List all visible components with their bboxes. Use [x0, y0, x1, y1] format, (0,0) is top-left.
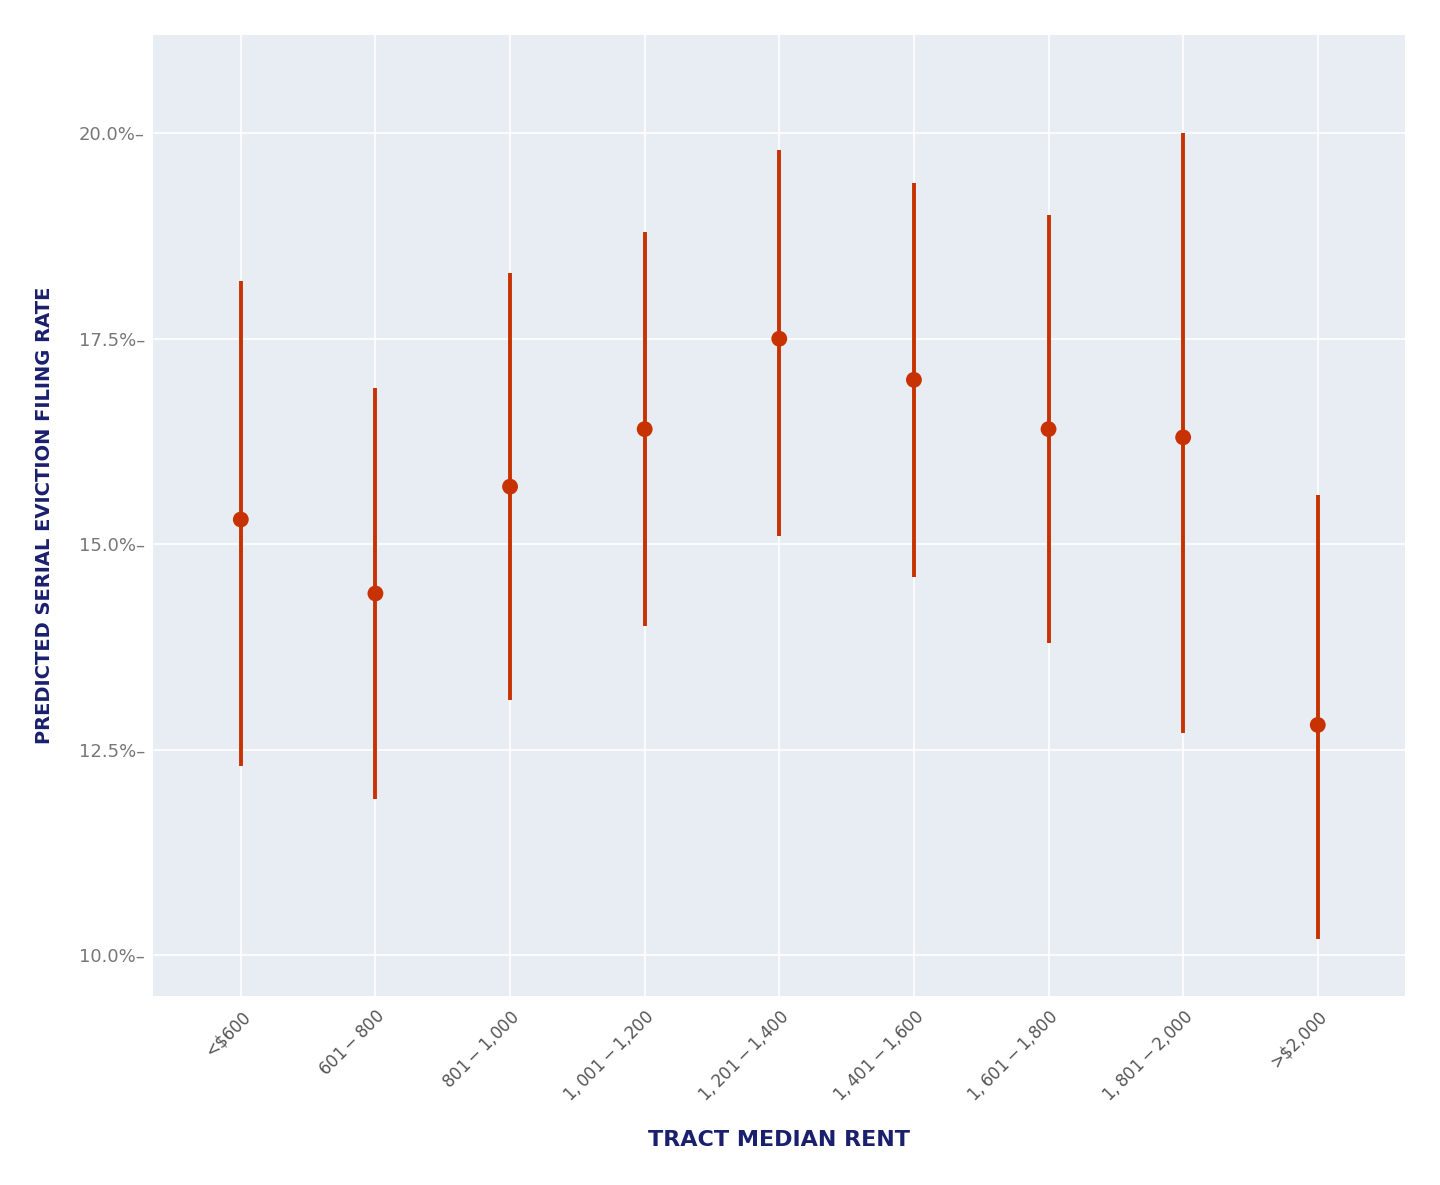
- Point: [1306, 716, 1329, 735]
- X-axis label: TRACT MEDIAN RENT: TRACT MEDIAN RENT: [648, 1130, 910, 1151]
- Point: [634, 419, 657, 438]
- Point: [229, 510, 252, 529]
- Point: [364, 584, 387, 603]
- Point: [498, 478, 521, 497]
- Point: [1037, 419, 1060, 438]
- Point: [768, 329, 791, 348]
- Point: [1172, 428, 1195, 447]
- Point: [903, 371, 926, 390]
- Y-axis label: PREDICTED SERIAL EVICTION FILING RATE: PREDICTED SERIAL EVICTION FILING RATE: [35, 287, 53, 744]
